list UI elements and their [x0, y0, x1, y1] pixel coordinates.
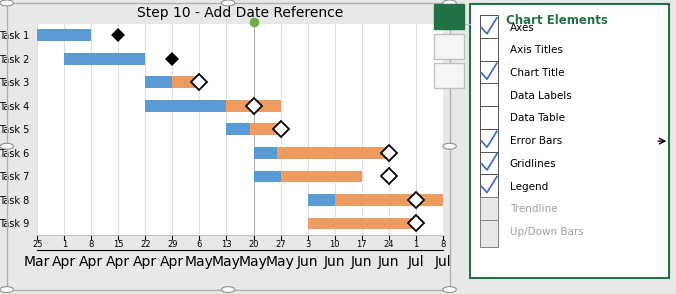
Bar	[281, 171, 362, 182]
FancyBboxPatch shape	[480, 83, 498, 111]
Text: ▽: ▽	[445, 71, 453, 81]
FancyBboxPatch shape	[480, 15, 498, 42]
FancyBboxPatch shape	[480, 197, 498, 224]
Bar	[276, 147, 385, 159]
Bar	[226, 123, 249, 135]
Bar	[145, 76, 172, 88]
FancyBboxPatch shape	[480, 129, 498, 156]
Bar	[64, 53, 145, 65]
FancyBboxPatch shape	[480, 38, 498, 65]
Text: Axis Titles: Axis Titles	[510, 45, 562, 55]
FancyBboxPatch shape	[474, 130, 665, 153]
FancyBboxPatch shape	[480, 174, 498, 201]
Text: Up/Down Bars: Up/Down Bars	[510, 227, 583, 237]
Bar	[335, 194, 443, 206]
Bar	[308, 194, 335, 206]
FancyBboxPatch shape	[480, 220, 498, 247]
Bar	[254, 147, 276, 159]
Text: Legend: Legend	[510, 181, 548, 191]
Title: Step 10 - Add Date Reference: Step 10 - Add Date Reference	[137, 6, 343, 20]
Bar	[254, 171, 281, 182]
Text: Error Bars: Error Bars	[510, 136, 562, 146]
FancyBboxPatch shape	[480, 151, 498, 178]
Bar	[226, 100, 281, 112]
FancyBboxPatch shape	[470, 4, 669, 278]
FancyBboxPatch shape	[480, 61, 498, 88]
Text: Chart Title: Chart Title	[510, 68, 564, 78]
Bar	[249, 123, 276, 135]
Text: Trendline: Trendline	[510, 204, 557, 214]
Bar	[172, 76, 199, 88]
Text: Axes: Axes	[510, 23, 535, 33]
Bar	[308, 218, 416, 229]
Text: Data Labels: Data Labels	[510, 91, 571, 101]
Text: Gridlines: Gridlines	[510, 159, 556, 169]
Text: +: +	[442, 8, 456, 26]
Bar	[145, 100, 226, 112]
Text: Chart Elements: Chart Elements	[506, 14, 608, 27]
Text: Data Table: Data Table	[510, 113, 564, 123]
FancyBboxPatch shape	[480, 106, 498, 133]
Text: ✏: ✏	[445, 41, 454, 51]
Bar	[37, 29, 91, 41]
